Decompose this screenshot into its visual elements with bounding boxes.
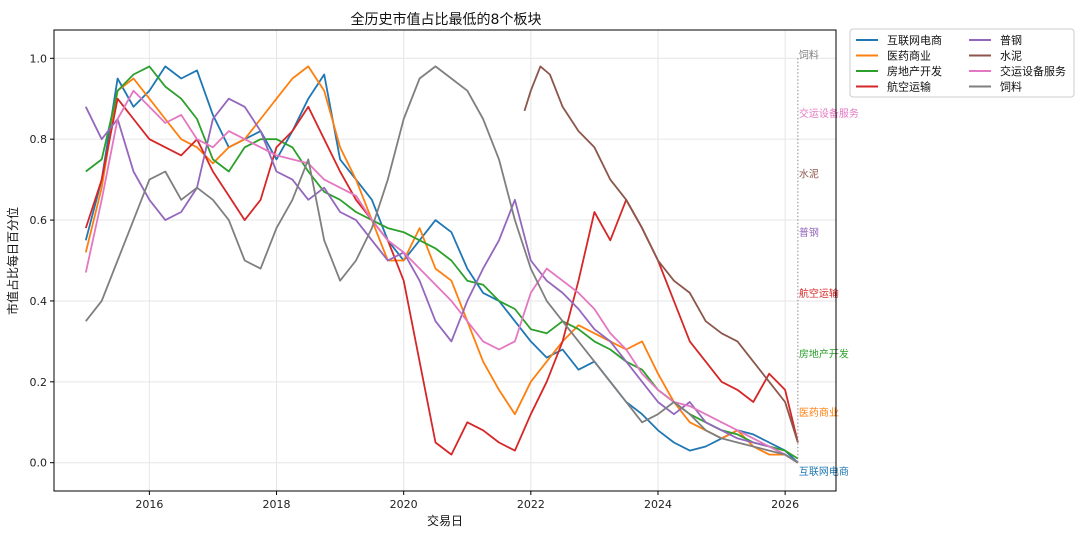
end-label-1: 交运设备服务 — [799, 107, 859, 120]
end-label-3: 普钢 — [799, 226, 819, 239]
x-tick-label: 2020 — [390, 498, 418, 511]
y-tick-label: 1.0 — [30, 52, 48, 65]
y-tick-label: 0.0 — [30, 457, 48, 470]
end-label-7: 互联网电商 — [799, 465, 849, 478]
end-label-0: 饲料 — [799, 48, 819, 61]
plot-frame — [53, 29, 837, 492]
y-tick-label: 0.8 — [30, 133, 48, 146]
chart-title: 全历史市值占比最低的8个板块 — [351, 11, 542, 28]
x-tick-label: 2024 — [644, 498, 672, 511]
legend-label-7: 饲料 — [1000, 80, 1022, 94]
legend-label-3: 航空运输 — [887, 80, 931, 94]
y-axis-ticks: 0.0 0.2 0.4 0.6 0.8 1.0 — [30, 52, 54, 470]
x-axis-ticks: 2016 2018 2020 2022 2024 2026 — [135, 491, 799, 511]
y-tick-label: 0.2 — [30, 376, 48, 389]
series-line-6 — [84, 89, 799, 464]
end-label-5: 房地产开发 — [799, 348, 849, 361]
x-tick-label: 2026 — [771, 498, 799, 511]
x-tick-label: 2022 — [517, 498, 545, 511]
legend-label-0: 互联网电商 — [887, 33, 942, 47]
legend-label-2: 房地产开发 — [887, 64, 942, 78]
series-line-7 — [85, 65, 799, 464]
series-line-5 — [523, 65, 799, 443]
legend-label-6: 交运设备服务 — [1000, 64, 1066, 78]
legend-box — [849, 28, 1075, 98]
series-lines — [84, 65, 799, 464]
x-axis-title: 交易日 — [427, 513, 463, 528]
y-tick-label: 0.4 — [30, 295, 48, 308]
legend-label-5: 水泥 — [1000, 50, 1022, 63]
series-line-4 — [84, 97, 799, 464]
x-tick-label: 2016 — [135, 498, 163, 511]
legend-label-1: 医药商业 — [887, 49, 931, 63]
series-line-2 — [85, 65, 799, 460]
series-line-0 — [84, 65, 799, 464]
end-label-2: 水泥 — [799, 168, 819, 181]
x-tick-label: 2018 — [263, 498, 291, 511]
y-tick-label: 0.6 — [30, 214, 48, 227]
series-line-3 — [84, 97, 799, 456]
end-label-4: 航空运输 — [799, 287, 839, 300]
end-label-6: 医药商业 — [799, 406, 839, 419]
grid-lines — [54, 30, 836, 491]
legend-label-4: 普钢 — [1000, 33, 1022, 47]
y-axis-title: 市值占比每日百分位 — [5, 207, 20, 315]
